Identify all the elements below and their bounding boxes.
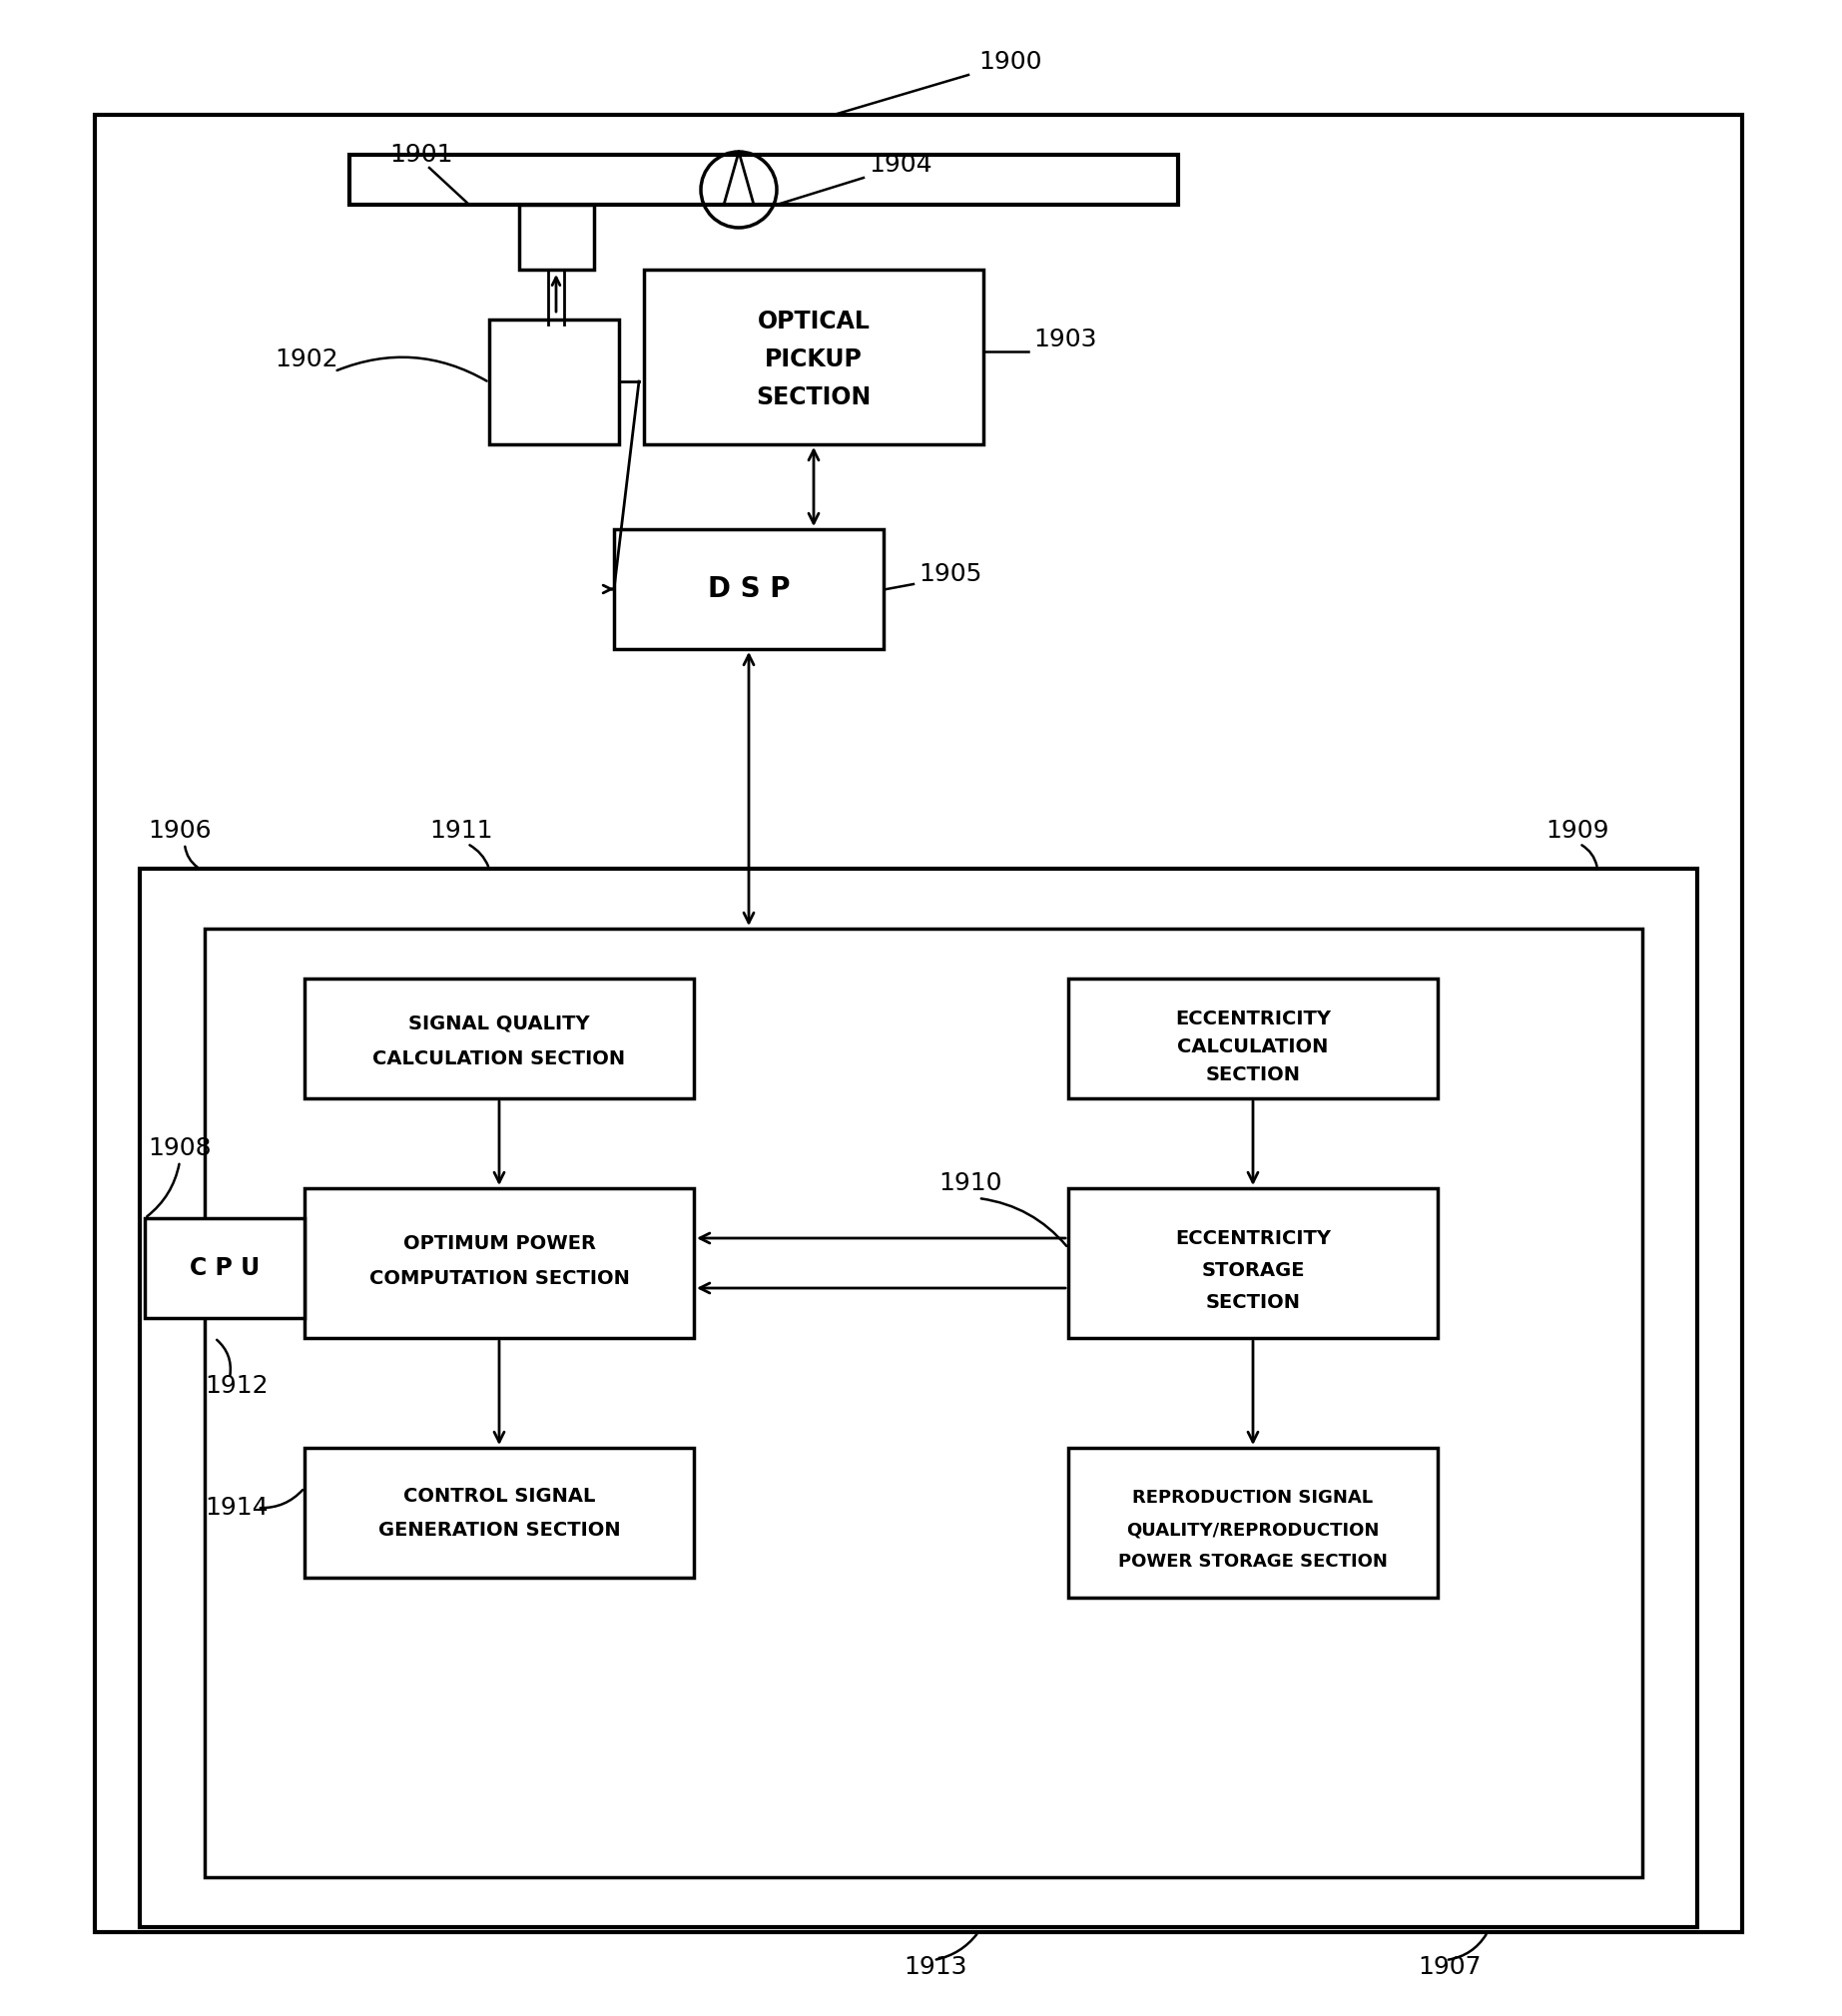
Text: 1913: 1913 <box>904 1956 967 1980</box>
Text: CALCULATION: CALCULATION <box>1177 1036 1328 1056</box>
Text: POWER STORAGE SECTION: POWER STORAGE SECTION <box>1118 1552 1387 1570</box>
Bar <box>1068 1447 1437 1597</box>
Bar <box>304 1447 694 1579</box>
Text: 1905: 1905 <box>919 562 982 587</box>
Text: 1914: 1914 <box>204 1496 269 1520</box>
Text: 1912: 1912 <box>204 1375 269 1397</box>
Bar <box>140 869 1696 1927</box>
Text: GENERATION SECTION: GENERATION SECTION <box>378 1520 621 1538</box>
Bar <box>1068 1187 1437 1339</box>
Bar <box>645 270 984 444</box>
Text: CALCULATION SECTION: CALCULATION SECTION <box>372 1048 626 1068</box>
Text: 1904: 1904 <box>869 153 932 177</box>
Text: STORAGE: STORAGE <box>1201 1260 1304 1280</box>
Text: SECTION: SECTION <box>1205 1064 1300 1085</box>
Text: SIGNAL QUALITY: SIGNAL QUALITY <box>409 1014 589 1032</box>
Bar <box>519 206 593 270</box>
Text: 1900: 1900 <box>978 50 1043 75</box>
Bar <box>304 978 694 1099</box>
Text: 1907: 1907 <box>1418 1956 1481 1980</box>
Text: 1911: 1911 <box>429 818 492 843</box>
Text: C P U: C P U <box>190 1256 260 1280</box>
Text: 1908: 1908 <box>147 1137 212 1161</box>
Text: SECTION: SECTION <box>757 385 871 409</box>
Text: OPTICAL: OPTICAL <box>757 310 869 333</box>
Text: OPTIMUM POWER: OPTIMUM POWER <box>403 1234 595 1252</box>
Text: 1906: 1906 <box>147 818 212 843</box>
Text: 1903: 1903 <box>1033 327 1096 351</box>
Text: ECCENTRICITY: ECCENTRICITY <box>1175 1008 1330 1028</box>
Text: SECTION: SECTION <box>1205 1292 1300 1312</box>
Text: ECCENTRICITY: ECCENTRICITY <box>1175 1228 1330 1248</box>
Bar <box>204 929 1643 1877</box>
Text: D S P: D S P <box>707 575 790 603</box>
Text: 1901: 1901 <box>389 143 453 167</box>
Text: 1910: 1910 <box>938 1171 1002 1195</box>
Text: COMPUTATION SECTION: COMPUTATION SECTION <box>368 1268 630 1288</box>
Text: PICKUP: PICKUP <box>764 347 862 371</box>
Text: 1902: 1902 <box>274 347 339 371</box>
Bar <box>1068 978 1437 1099</box>
Bar <box>613 530 884 649</box>
Bar <box>146 1218 304 1318</box>
Text: CONTROL SIGNAL: CONTROL SIGNAL <box>403 1486 595 1506</box>
Text: 1909: 1909 <box>1545 818 1608 843</box>
Text: QUALITY/REPRODUCTION: QUALITY/REPRODUCTION <box>1127 1520 1380 1538</box>
Bar <box>350 155 1179 206</box>
Text: REPRODUCTION SIGNAL: REPRODUCTION SIGNAL <box>1133 1488 1374 1506</box>
Bar <box>490 319 619 444</box>
Bar <box>94 115 1743 1931</box>
Bar <box>304 1187 694 1339</box>
